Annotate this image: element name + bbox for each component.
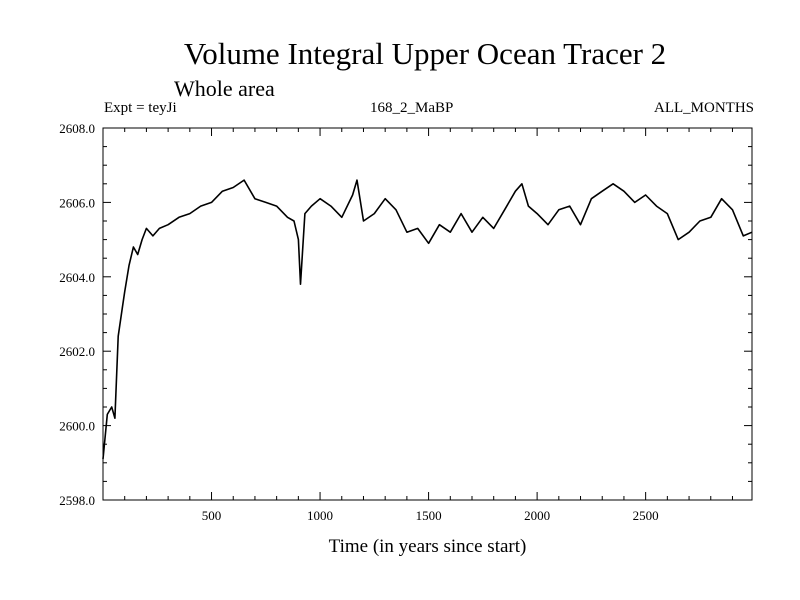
x-tick-label: 500 — [202, 508, 222, 523]
x-tick-label: 2000 — [524, 508, 550, 523]
ticks-layer: 500 1000 1500 2000 2500 2598.0 2600.0 2602.0 260… — [59, 121, 752, 523]
experiment-label: Expt = teyJi — [104, 100, 177, 116]
y-tick-label: 2600.0 — [59, 419, 95, 434]
y-tick-label: 2598.0 — [59, 493, 95, 508]
chart-subtitle: Whole area — [174, 76, 275, 101]
x-tick-label: 1500 — [416, 508, 442, 523]
y-tick-label: 2606.0 — [59, 195, 95, 210]
series-line — [102, 179, 753, 460]
x-tick-label: 1000 — [307, 508, 333, 523]
series-layer — [102, 179, 753, 460]
months-label: ALL_MONTHS — [654, 100, 754, 116]
x-axis-label: Time (in years since start) — [329, 536, 527, 557]
run-label: 168_2_MaBP — [370, 100, 454, 116]
plot-frame — [102, 127, 753, 501]
y-tick-label: 2602.0 — [59, 344, 95, 359]
y-tick-label: 2604.0 — [59, 270, 95, 285]
chart-title: Volume Integral Upper Ocean Tracer 2 — [183, 36, 667, 71]
x-tick-label: 2500 — [633, 508, 659, 523]
y-tick-label: 2608.0 — [59, 121, 95, 136]
